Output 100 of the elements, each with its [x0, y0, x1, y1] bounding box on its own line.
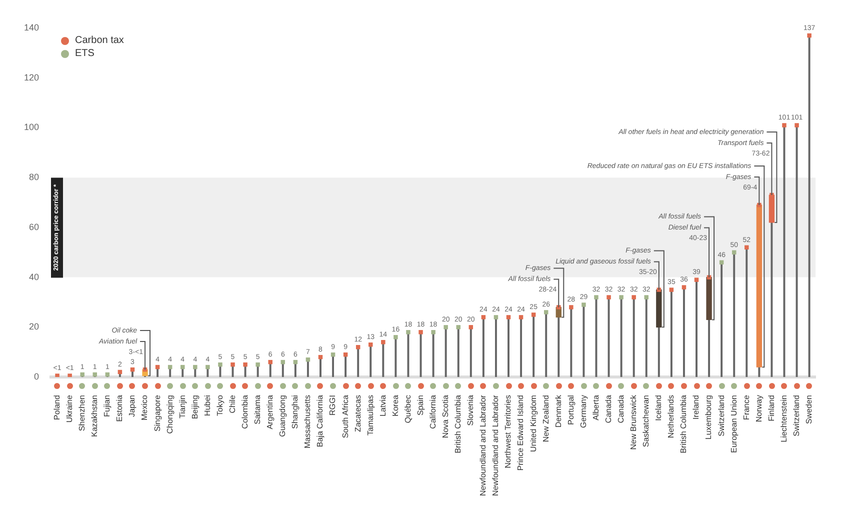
x-tick-label: California: [428, 394, 438, 429]
bar: [756, 204, 762, 368]
x-tick-label: Estonia: [115, 394, 124, 422]
point: [518, 315, 524, 320]
x-tick-label: Spain: [416, 395, 425, 416]
point: [694, 278, 699, 282]
x-tick-label: Tamaulipas: [366, 395, 375, 436]
x-tick-label: Finland: [766, 395, 776, 422]
x-tick-label: Latvia: [378, 394, 388, 416]
x-tick-label: British Columbia: [454, 394, 463, 454]
x-tick-label: Korea: [390, 394, 400, 416]
x-tick-label: Liechtenstein: [779, 395, 788, 442]
point: [444, 325, 448, 330]
x-tick-label: Norway: [754, 395, 764, 422]
x-tick-label: Alberta: [591, 394, 600, 420]
x-tick-label: British Columbia: [679, 394, 688, 454]
x-tick-label: Singapore: [152, 394, 162, 432]
x-tick-label: Japan: [128, 395, 137, 417]
point: [481, 315, 486, 320]
x-tick-label: Denmark: [554, 394, 563, 428]
x-tick-label: Beijing: [190, 395, 200, 420]
x-tick-label: Ukraine: [65, 394, 74, 423]
point: [569, 305, 574, 310]
point: [494, 315, 498, 320]
point: [394, 335, 398, 340]
x-tick-label: Kazakhstan: [90, 395, 100, 437]
x-tick-label: Colombia: [240, 394, 250, 429]
point: [381, 340, 386, 344]
y-tick-label: 80: [29, 172, 40, 182]
y-tick-label: 140: [24, 22, 40, 32]
x-tick-label: Northwest Territories: [504, 395, 513, 468]
point: [782, 123, 786, 128]
x-tick-label: France: [742, 394, 751, 420]
x-tick-label: Newfoundland and Labrador: [491, 394, 500, 496]
point: [582, 302, 586, 307]
x-tick-label: Germany: [578, 395, 588, 428]
point: [268, 360, 272, 364]
x-tick-label: United Kingdom: [528, 394, 538, 452]
bar: [656, 289, 662, 328]
point: [594, 295, 598, 300]
legend-label: Carbon tax: [75, 35, 124, 46]
y-tick-label: 100: [24, 122, 40, 132]
x-tick-label: Sweden: [804, 395, 814, 424]
x-tick-label: Hubei: [202, 394, 212, 416]
point: [606, 295, 611, 300]
x-tick-label: Guangdong: [278, 395, 288, 437]
bar: [706, 276, 712, 320]
x-tick-label: Massachusetts: [303, 395, 312, 448]
point: [632, 295, 636, 300]
x-tick-label: RGGI: [328, 395, 338, 416]
point: [468, 325, 474, 330]
x-tick-label: New Zealand: [541, 395, 550, 442]
point: [506, 315, 511, 320]
y-tick-label: 0: [34, 372, 40, 382]
y-tick-label: 40: [29, 272, 40, 282]
point: [807, 33, 812, 38]
point: [531, 312, 536, 317]
x-tick-label: Iceland: [654, 395, 664, 421]
x-tick-label: South Africa: [340, 394, 350, 438]
y-tick-label: 60: [29, 222, 40, 232]
x-tick-label: Nova Scotia: [441, 394, 450, 438]
point: [544, 310, 548, 314]
point: [719, 260, 724, 264]
x-tick-label: Fujian: [102, 395, 112, 417]
x-tick-label: Baja California: [316, 394, 325, 448]
point: [556, 305, 561, 310]
point: [619, 295, 624, 300]
x-tick-label: Chongqing: [165, 395, 174, 434]
x-tick-label: Tianjin: [178, 395, 187, 418]
point: [368, 342, 373, 347]
point: [431, 330, 436, 334]
x-tick-label: Ireland: [692, 395, 701, 420]
point: [744, 245, 749, 250]
y-tick-label: 20: [29, 322, 40, 332]
x-tick-label: Argentina: [266, 394, 275, 430]
x-tick-label: Saitama: [253, 394, 262, 424]
y-tick-label: 120: [24, 72, 40, 82]
x-tick-label: Netherlands: [666, 395, 676, 438]
point: [456, 325, 460, 330]
x-tick-label: Luxembourg: [704, 395, 714, 440]
x-tick-label: Tokyo: [215, 394, 224, 416]
x-tick-label: Newfoundland and Labrador: [478, 394, 488, 496]
x-tick-label: Slovenia: [466, 394, 476, 426]
x-tick-label: Switzerland: [792, 395, 801, 436]
legend-label: ETS: [75, 48, 94, 59]
point: [644, 295, 648, 300]
point: [669, 288, 674, 292]
x-tick-label: Portugal: [566, 394, 576, 425]
bar: [768, 194, 775, 223]
x-tick-label: Poland: [52, 395, 62, 420]
point: [406, 330, 410, 334]
x-tick-label: Prince Edward Island: [516, 395, 526, 471]
x-tick-label: Canada: [616, 394, 626, 424]
x-tick-label: Zacatecas: [353, 395, 362, 432]
x-tick-label: Saskatchewan: [642, 395, 651, 448]
x-tick-label: Mexico: [140, 394, 150, 420]
x-tick-label: Québec: [403, 395, 412, 424]
x-tick-label: Shenzhen: [78, 395, 87, 432]
x-tick-label: New Brunswick: [629, 394, 638, 450]
point: [682, 285, 686, 290]
